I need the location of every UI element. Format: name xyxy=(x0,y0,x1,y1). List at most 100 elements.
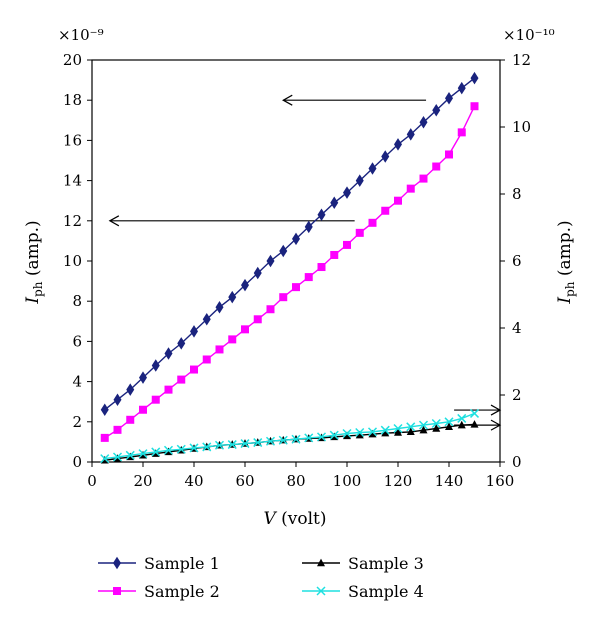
data-point xyxy=(190,365,198,374)
data-point xyxy=(190,325,198,338)
data-point xyxy=(432,424,441,432)
x-axis: 0 20 40 60 80 100 120 140 160 xyxy=(87,462,514,490)
data-point xyxy=(202,313,211,326)
data-point xyxy=(215,300,224,314)
left-y-tick-label: 20 xyxy=(63,51,82,69)
data-point xyxy=(431,418,441,429)
data-point xyxy=(253,266,262,280)
left-y-tick-label: 8 xyxy=(72,292,82,310)
data-point xyxy=(355,228,364,237)
data-point xyxy=(418,420,429,430)
data-point xyxy=(406,184,415,193)
left-y-tick-label: 2 xyxy=(72,413,82,431)
x-tick-label: 0 xyxy=(87,472,97,490)
right-y-axis-unit: (amp.) xyxy=(555,220,575,281)
left-y-tick-label: 6 xyxy=(72,332,82,350)
data-point xyxy=(202,355,211,364)
data-point xyxy=(355,427,365,438)
x-axis-unit: (volt) xyxy=(276,509,327,529)
data-point xyxy=(445,150,453,159)
data-point xyxy=(291,434,301,444)
data-point xyxy=(343,186,351,199)
data-point xyxy=(266,305,275,314)
data-point xyxy=(139,405,147,414)
data-point xyxy=(113,587,121,595)
data-point xyxy=(457,420,466,429)
legend-item-1: Sample 1 xyxy=(98,554,220,573)
data-point xyxy=(100,433,109,442)
left-y-axis-var: I xyxy=(23,297,43,305)
data-point xyxy=(406,128,415,141)
data-point xyxy=(368,218,377,227)
data-point xyxy=(164,385,173,394)
legend-label: Sample 2 xyxy=(144,582,220,601)
data-point xyxy=(241,325,249,334)
data-point xyxy=(241,278,249,292)
data-point xyxy=(113,425,122,434)
series-line xyxy=(104,423,475,461)
right-y-axis-title: Iph (amp.) xyxy=(555,220,577,304)
annotations xyxy=(108,94,502,431)
data-point xyxy=(163,445,174,455)
data-point xyxy=(202,442,212,452)
data-point xyxy=(444,417,454,427)
data-point xyxy=(367,427,378,437)
data-point xyxy=(469,408,480,418)
data-point xyxy=(253,438,263,448)
legend-label: Sample 4 xyxy=(348,582,424,601)
data-point xyxy=(253,315,262,324)
legend: Sample 1 Sample 3 Sample 2 Sample 4 xyxy=(98,554,424,601)
right-y-tick-label: 2 xyxy=(512,386,522,404)
left-y-tick-label: 4 xyxy=(72,373,82,391)
left-axis-multiplier: ×10⁻⁹ xyxy=(58,26,104,44)
data-point xyxy=(355,174,364,187)
data-point xyxy=(189,443,199,453)
x-tick-label: 80 xyxy=(286,472,305,490)
data-point xyxy=(330,196,339,209)
data-point xyxy=(381,150,390,163)
data-point xyxy=(317,208,326,222)
right-y-tick-label: 6 xyxy=(512,252,522,270)
legend-label: Sample 3 xyxy=(348,554,424,573)
x-tick-label: 120 xyxy=(384,472,413,490)
series-line xyxy=(104,105,476,439)
data-point xyxy=(228,290,237,304)
data-point xyxy=(126,383,135,396)
data-point xyxy=(228,335,237,344)
data-point xyxy=(215,345,224,354)
data-point xyxy=(381,428,390,437)
data-point xyxy=(100,403,109,416)
data-point xyxy=(470,71,479,85)
data-point xyxy=(445,91,453,105)
right-axis-multiplier: ×10⁻¹⁰ xyxy=(503,26,555,44)
left-y-axis-title: Iph (amp.) xyxy=(23,220,45,304)
right-y-tick-label: 4 xyxy=(512,319,522,337)
data-point xyxy=(176,444,186,454)
left-y-tick-label: 16 xyxy=(63,131,82,149)
data-point xyxy=(316,586,326,596)
data-point xyxy=(292,283,300,292)
right-y-tick-label: 10 xyxy=(512,118,531,136)
series-1 xyxy=(100,71,479,416)
data-point xyxy=(113,393,122,406)
data-point xyxy=(317,558,325,567)
data-point xyxy=(138,449,148,459)
data-point xyxy=(470,102,479,111)
axis-arrow xyxy=(108,215,355,227)
data-point xyxy=(151,359,160,372)
legend-label: Sample 1 xyxy=(144,554,220,573)
data-point xyxy=(457,81,466,95)
data-point xyxy=(279,244,288,258)
data-point xyxy=(304,433,314,443)
left-y-tick-label: 18 xyxy=(63,91,82,109)
series-line xyxy=(104,77,475,411)
data-point xyxy=(151,395,160,404)
data-point xyxy=(100,454,110,464)
left-y-tick-label: 14 xyxy=(63,172,82,190)
data-point xyxy=(457,413,467,423)
left-y-axis-sub: ph xyxy=(31,281,45,297)
data-point xyxy=(139,371,147,384)
x-tick-label: 160 xyxy=(486,472,515,490)
data-point xyxy=(355,430,364,439)
